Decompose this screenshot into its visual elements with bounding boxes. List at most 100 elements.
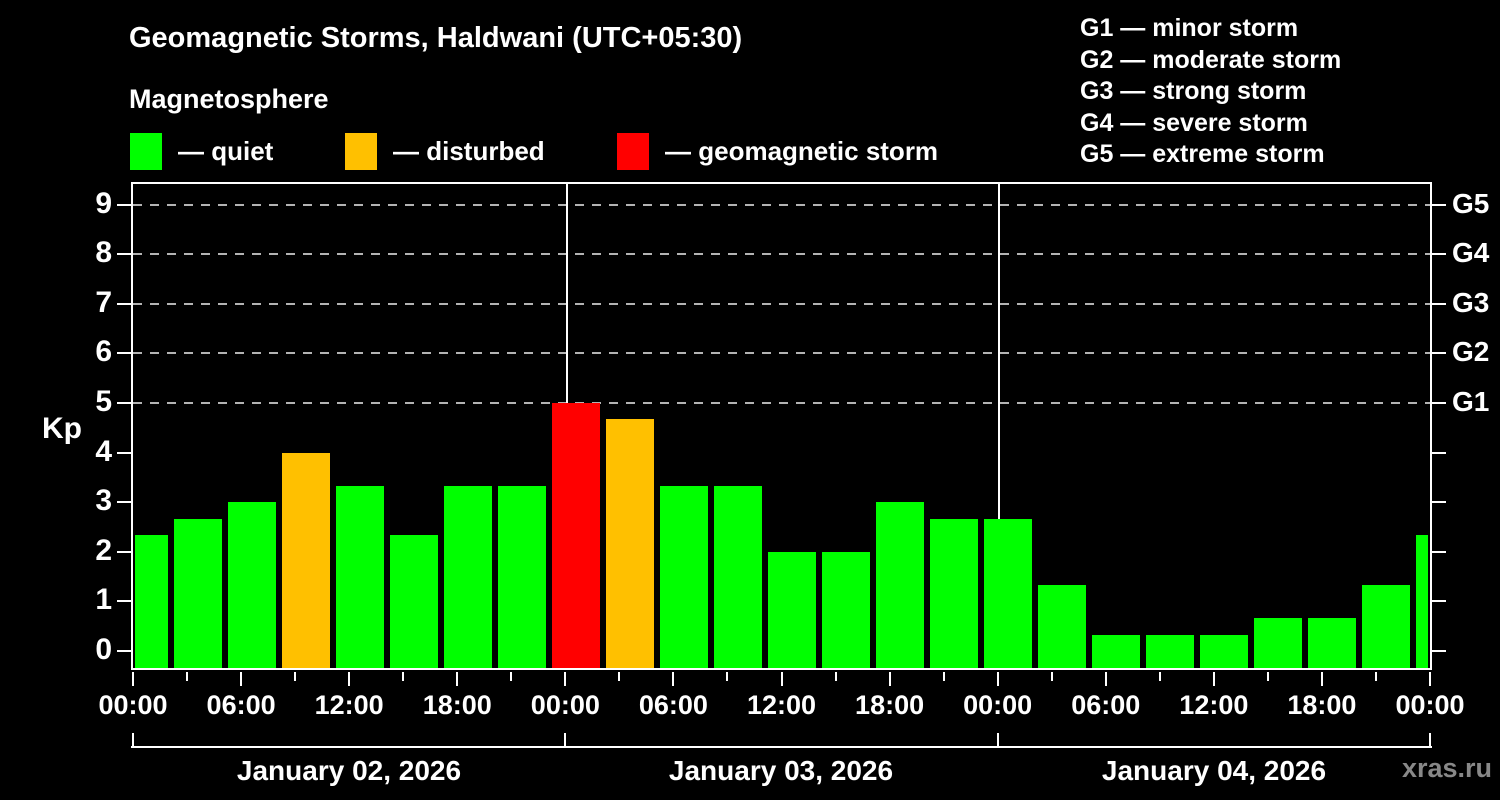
x-axis-minor-tick	[834, 672, 837, 681]
x-axis-time-label: 12:00	[746, 690, 817, 720]
legend-label-disturbed: — disturbed	[393, 136, 545, 166]
x-axis-time-label: 00:00	[963, 690, 1033, 720]
kp-bar-quiet	[497, 485, 546, 668]
y-axis-tick-right	[1432, 352, 1446, 355]
x-axis-major-tick	[132, 672, 134, 686]
y-axis-tick-right	[1432, 550, 1446, 553]
g-axis-tick-label: G5	[1452, 187, 1490, 219]
y-axis-tick-left	[117, 501, 131, 504]
plot-area	[131, 182, 1432, 670]
disturbed-color-swatch	[345, 133, 377, 170]
kp-bar-quiet	[821, 551, 870, 668]
x-axis-time-label: 18:00	[1287, 690, 1357, 720]
x-axis-major-tick	[1320, 672, 1323, 686]
x-axis-minor-tick	[726, 672, 729, 681]
xras-watermark: xras.ru	[1401, 753, 1492, 783]
y-axis-tick-right	[1432, 253, 1446, 256]
kp-bar-quiet	[1361, 585, 1410, 668]
kp-bar-quiet	[389, 535, 438, 668]
y-axis-tick-label: 8	[95, 236, 112, 270]
y-axis-tick-right	[1432, 203, 1446, 206]
legend-label-storm: — geomagnetic storm	[665, 136, 939, 166]
y-axis-tick-right	[1432, 402, 1446, 404]
y-axis-tick-label: 5	[95, 385, 112, 418]
x-axis-major-tick	[780, 672, 783, 686]
y-axis-tick-label: 9	[95, 186, 112, 220]
x-axis-minor-tick	[402, 672, 405, 681]
plot-inner	[133, 184, 1430, 668]
x-axis-major-tick	[1212, 672, 1215, 686]
x-axis-major-tick	[348, 672, 351, 686]
day-divider-line	[998, 184, 1000, 668]
date-label-day1: January 02, 2026	[236, 755, 462, 786]
y-axis-tick-left	[117, 451, 131, 454]
x-axis-major-tick	[996, 672, 999, 686]
storm-color-swatch	[617, 133, 649, 170]
g5-legend-line: G5 — extreme storm	[1080, 140, 1325, 169]
date-label-day2: January 03, 2026	[668, 755, 894, 786]
date-label-day3: January 04, 2026	[1101, 755, 1327, 786]
x-axis-minor-tick	[1050, 672, 1053, 681]
kp-bar-quiet	[1037, 585, 1086, 668]
x-axis-major-tick	[456, 672, 459, 686]
kp-bar-quiet	[1253, 617, 1302, 668]
date-bracket-tick	[996, 733, 999, 747]
y-axis-tick-right	[1432, 501, 1446, 504]
date-bracket-line	[131, 746, 1432, 748]
g1-legend-line: G1 — minor storm	[1080, 14, 1299, 42]
x-axis-time-label: 00:00	[1395, 690, 1465, 720]
kp-bar-quiet	[227, 502, 276, 668]
kp-bar-quiet	[983, 518, 1032, 668]
g-axis-tick-label: G3	[1452, 286, 1490, 318]
legend-label-quiet: — quiet	[178, 136, 274, 166]
date-bracket-tick	[564, 733, 567, 747]
g-level-gridline-kp7	[133, 302, 1430, 305]
x-axis-major-tick	[240, 672, 243, 686]
y-axis-tick-left	[117, 600, 131, 603]
g-axis-tick-label: G4	[1452, 237, 1490, 269]
y-axis-tick-left	[117, 650, 131, 652]
kp-bar-quiet	[1415, 535, 1428, 668]
g-level-gridline-kp6	[133, 352, 1430, 355]
kp-bar-quiet	[875, 502, 924, 668]
x-axis-minor-tick	[1266, 672, 1269, 681]
y-axis-tick-label: 1	[95, 583, 112, 617]
y-axis-tick-label: 2	[95, 533, 112, 567]
kp-bar-quiet	[929, 518, 978, 668]
x-axis-major-tick	[1429, 672, 1431, 686]
x-axis-time-label: 00:00	[98, 690, 168, 720]
y-axis-tick-label: 4	[95, 434, 112, 468]
g-level-gridline-kp8	[133, 253, 1430, 256]
kp-bar-quiet	[443, 485, 492, 668]
x-axis-minor-tick	[1158, 672, 1161, 681]
y-axis-tick-left	[117, 253, 131, 256]
x-axis-minor-tick	[510, 672, 513, 681]
x-axis-time-label: 12:00	[314, 690, 384, 720]
x-axis-minor-tick	[294, 672, 297, 681]
y-axis-tick-left	[117, 402, 131, 404]
kp-bar-quiet	[713, 485, 762, 668]
kp-bar-quiet	[1199, 634, 1248, 668]
x-axis-major-tick	[672, 672, 675, 686]
y-axis-tick-right	[1432, 600, 1446, 603]
y-axis-tick-label: 0	[95, 633, 112, 666]
x-axis-minor-tick	[618, 672, 621, 681]
y-axis-tick-label: 6	[95, 335, 112, 369]
x-axis-time-label: 00:00	[530, 690, 600, 720]
g-scale-legend: G1 — minor storm G2 — moderate storm G3 …	[1080, 13, 1341, 171]
kp-bar-quiet	[1091, 634, 1140, 668]
g-axis-tick-label: G2	[1452, 336, 1490, 368]
kp-bar-quiet	[659, 485, 708, 668]
x-axis-time-label: 18:00	[422, 690, 492, 720]
x-axis-time-label: 06:00	[206, 690, 276, 720]
x-axis-major-tick	[564, 672, 567, 686]
date-bracket-tick	[132, 733, 134, 747]
kp-axis-title: Kp	[42, 412, 82, 445]
g3-legend-line: G3 — strong storm	[1080, 77, 1307, 106]
x-axis-time-label: 12:00	[1179, 690, 1249, 720]
y-axis-tick-right	[1432, 451, 1446, 454]
y-axis-tick-left	[117, 203, 131, 206]
y-axis-tick-left	[117, 352, 131, 355]
date-bracket-tick	[1429, 733, 1431, 747]
